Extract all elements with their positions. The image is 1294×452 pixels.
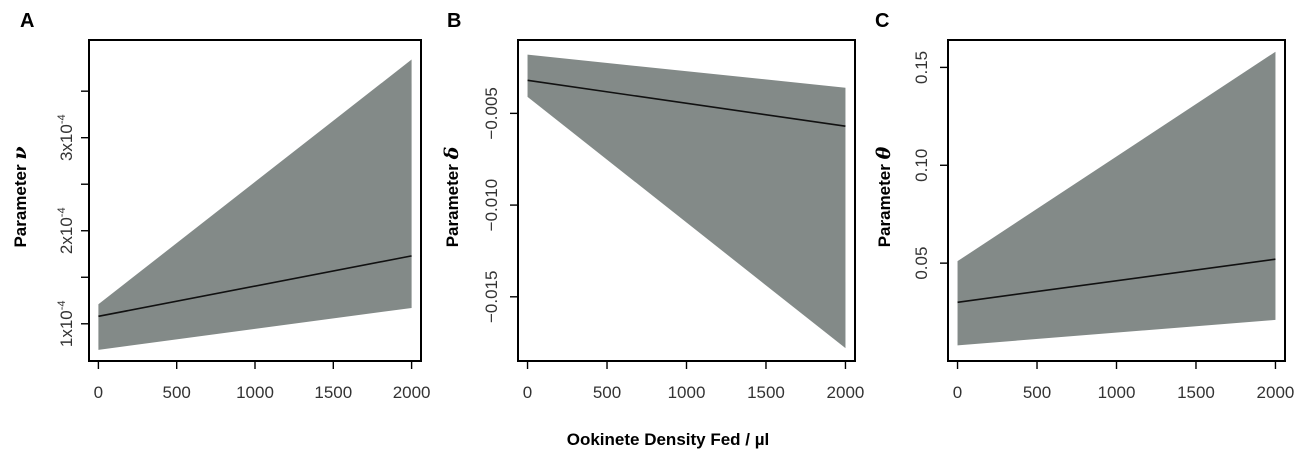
y-tick-label-a: 2x10-4 — [56, 207, 76, 254]
plot-frame-b — [517, 39, 856, 362]
x-tick-label-b: 0 — [523, 383, 532, 402]
plot-c: 0 500 1000 1500 2000 0.05 0.10 0.15 — [912, 39, 1294, 402]
x-tick-label-c: 2000 — [1257, 383, 1294, 402]
x-tick-label-b: 500 — [593, 383, 621, 402]
plot-frame-a — [88, 39, 422, 362]
x-tick-label-a: 0 — [94, 383, 103, 402]
y-tick-label-c: 0.15 — [912, 51, 931, 84]
y-tick-label-b: −0.010 — [482, 179, 501, 231]
x-tick-label-a: 2000 — [393, 383, 431, 402]
y-tick-label-a: 1x10-4 — [56, 300, 76, 347]
x-tick-label-a: 1000 — [236, 383, 274, 402]
x-tick-label-c: 1000 — [1098, 383, 1136, 402]
estimate-line-b — [527, 79, 846, 128]
estimate-line-a — [98, 255, 412, 318]
x-tick-label-a: 1500 — [314, 383, 352, 402]
confidence-band-b — [527, 54, 846, 349]
x-tick-label-c: 0 — [953, 383, 962, 402]
x-axis-label: Ookinete Density Fed / µl — [567, 430, 770, 449]
x-tick-label-a: 500 — [163, 383, 191, 402]
panel-c: C 0 500 1000 1500 2000 0.05 0.10 0.15 Parameter… — [873, 10, 1294, 402]
panel-letter-c: C — [875, 10, 889, 32]
y-axis-label-a: Parameter ν — [9, 146, 31, 247]
x-tick-label-b: 1500 — [747, 383, 785, 402]
y-axis-label-b: Parameter δ — [441, 147, 463, 248]
confidence-band-c — [957, 51, 1276, 346]
panel-a: A 0 500 1000 1500 2000 1x10-4 2x10-4 3x10-4 Par… — [9, 10, 431, 402]
panel-b: B 0 500 1000 1500 2000 −0.005 −0.010 −0.015 Par… — [441, 10, 864, 402]
plot-a: 0 500 1000 1500 2000 1x10-4 2x10-4 3x10-4 — [56, 39, 431, 402]
y-axis-label-c: Parameter θ — [873, 146, 895, 247]
y-tick-label-c: 0.10 — [912, 149, 931, 182]
plot-b: 0 500 1000 1500 2000 −0.005 −0.010 −0.015 — [482, 39, 865, 402]
x-tick-label-b: 1000 — [668, 383, 706, 402]
y-tick-label-b: −0.015 — [482, 271, 501, 323]
x-tick-label-b: 2000 — [827, 383, 865, 402]
estimate-line-c — [957, 258, 1276, 304]
confidence-band-a — [98, 59, 412, 350]
x-tick-label-c: 1500 — [1177, 383, 1215, 402]
x-tick-label-c: 500 — [1023, 383, 1051, 402]
panel-letter-b: B — [447, 10, 461, 32]
y-tick-label-b: −0.005 — [482, 87, 501, 139]
panel-letter-a: A — [20, 10, 34, 32]
plot-frame-c — [947, 39, 1286, 362]
y-tick-label-c: 0.05 — [912, 247, 931, 280]
y-tick-label-a: 3x10-4 — [56, 114, 76, 161]
